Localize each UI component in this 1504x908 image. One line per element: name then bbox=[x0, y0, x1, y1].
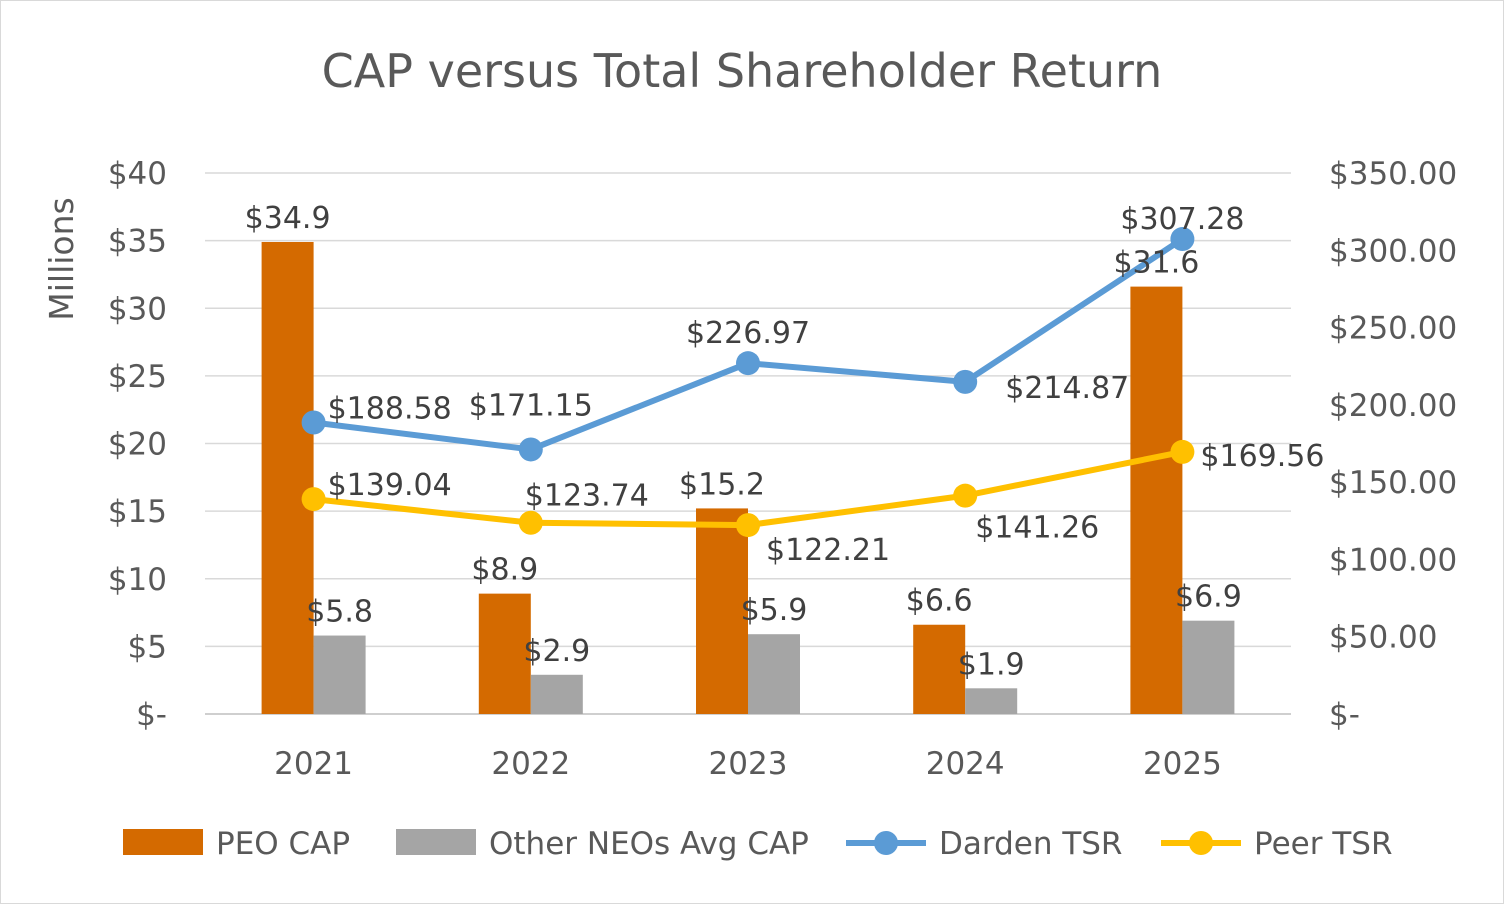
legend: PEO CAP Other NEOs Avg CAP Darden TSR Peer … bbox=[123, 826, 1393, 862]
right-tick-label: $100.00 bbox=[1329, 542, 1457, 578]
bar-other-neos-cap bbox=[748, 634, 800, 714]
chart-title: CAP versus Total Shareholder Return bbox=[322, 44, 1163, 98]
bar-data-label: $6.6 bbox=[906, 584, 973, 619]
bar-data-label: $31.6 bbox=[1113, 246, 1199, 281]
bar-peo-cap bbox=[696, 508, 748, 714]
category-label: 2025 bbox=[1143, 746, 1222, 782]
category-axis: 2021 2022 2023 2024 2025 bbox=[274, 746, 1222, 782]
legend-label: PEO CAP bbox=[216, 826, 350, 862]
bar-other-neos-cap bbox=[530, 674, 583, 714]
legend-swatch bbox=[396, 829, 476, 855]
line-data-label: $226.97 bbox=[686, 316, 810, 351]
category-label: 2023 bbox=[709, 746, 788, 782]
bars-layer bbox=[261, 241, 1235, 715]
left-axis-ticks: $- $5 $10 $15 $20 $25 $30 $35 $40 bbox=[108, 156, 167, 733]
category-label: 2022 bbox=[491, 746, 570, 782]
right-tick-label: $50.00 bbox=[1329, 620, 1437, 656]
bar-peo-cap bbox=[478, 593, 531, 714]
legend-swatch-marker bbox=[1189, 831, 1213, 855]
right-tick-label: $- bbox=[1329, 697, 1360, 733]
bar-other-neos-cap bbox=[1182, 620, 1235, 714]
category-label: 2024 bbox=[926, 746, 1005, 782]
bar-data-label: $15.2 bbox=[679, 467, 765, 502]
line-marker bbox=[518, 437, 543, 462]
left-tick-label: $25 bbox=[108, 359, 167, 395]
line-marker bbox=[953, 483, 978, 508]
line-data-label: $141.26 bbox=[975, 511, 1099, 546]
line-data-label: $169.56 bbox=[1200, 439, 1324, 474]
bar-peo-cap bbox=[913, 624, 966, 714]
bar-peo-cap bbox=[1130, 286, 1183, 714]
line-marker bbox=[301, 487, 326, 512]
line-data-label: $122.21 bbox=[766, 533, 890, 568]
bar-other-neos-cap bbox=[965, 688, 1018, 714]
legend-swatch-marker bbox=[874, 831, 898, 855]
left-axis-unit-label: Millions bbox=[42, 197, 81, 320]
legend-label: Other NEOs Avg CAP bbox=[489, 826, 809, 862]
line-data-label: $171.15 bbox=[469, 388, 593, 423]
legend-label: Darden TSR bbox=[939, 826, 1122, 862]
line-marker bbox=[301, 410, 326, 435]
line-data-label: $139.04 bbox=[328, 468, 452, 503]
line-data-label: $307.28 bbox=[1120, 202, 1244, 237]
bar-data-label: $5.9 bbox=[741, 593, 808, 628]
bar-data-label: $34.9 bbox=[245, 201, 331, 236]
category-label: 2021 bbox=[274, 746, 353, 782]
left-tick-label: $15 bbox=[108, 494, 167, 530]
lines-layer bbox=[301, 227, 1195, 538]
bar-data-label: $8.9 bbox=[471, 553, 538, 588]
right-tick-label: $350.00 bbox=[1329, 156, 1457, 192]
legend-label: Peer TSR bbox=[1254, 826, 1393, 862]
left-tick-label: $20 bbox=[108, 427, 167, 463]
bar-peo-cap bbox=[261, 241, 314, 715]
left-tick-label: $5 bbox=[128, 629, 167, 665]
line-marker bbox=[1170, 227, 1195, 252]
gridlines bbox=[205, 172, 1291, 715]
left-tick-label: $- bbox=[136, 697, 167, 733]
left-tick-label: $40 bbox=[108, 156, 167, 192]
bar-data-label: $2.9 bbox=[523, 634, 590, 669]
left-tick-label: $35 bbox=[108, 224, 167, 260]
data-labels: $34.9 $8.9 $15.2 $6.6 $31.6 $5.8 $2.9 $5.9 $1.9 $… bbox=[245, 201, 1325, 682]
left-tick-label: $10 bbox=[108, 562, 167, 598]
line-marker bbox=[953, 369, 978, 394]
right-tick-label: $200.00 bbox=[1329, 388, 1457, 424]
right-tick-label: $150.00 bbox=[1329, 465, 1457, 501]
right-tick-label: $300.00 bbox=[1329, 233, 1457, 269]
legend-swatch bbox=[123, 829, 203, 855]
line-data-label: $188.58 bbox=[328, 392, 452, 427]
bar-data-label: $6.9 bbox=[1175, 580, 1242, 615]
line-data-label: $123.74 bbox=[525, 479, 649, 514]
right-axis-ticks: $- $50.00 $100.00 $150.00 $200.00 $250.00 $300… bbox=[1329, 156, 1457, 733]
bar-other-neos-cap bbox=[313, 635, 366, 714]
line-marker bbox=[736, 513, 760, 538]
left-tick-label: $30 bbox=[108, 291, 167, 327]
line-marker bbox=[736, 351, 760, 376]
right-tick-label: $250.00 bbox=[1329, 311, 1457, 347]
line-data-label: $214.87 bbox=[1005, 371, 1129, 406]
line-marker bbox=[1170, 439, 1195, 464]
bar-data-label: $1.9 bbox=[958, 647, 1025, 682]
bar-data-label: $5.8 bbox=[306, 595, 373, 630]
line-marker bbox=[518, 510, 543, 535]
